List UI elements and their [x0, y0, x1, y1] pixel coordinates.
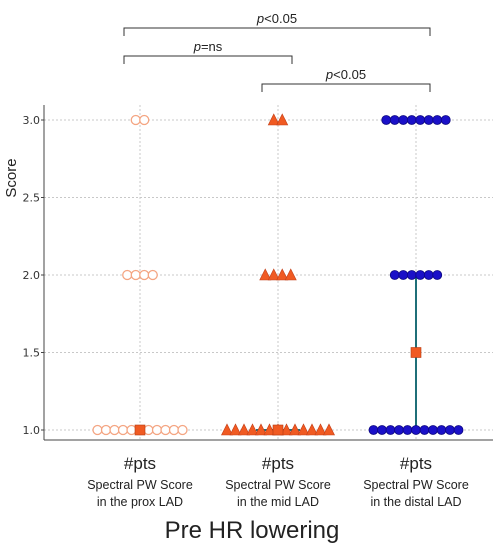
data-point: [428, 425, 438, 435]
data-point: [306, 423, 318, 436]
data-point: [289, 423, 301, 436]
axes: [43, 105, 493, 441]
data-point: [436, 425, 447, 435]
median-marker: [272, 424, 284, 436]
data-point: [109, 424, 120, 436]
data-point: [238, 423, 250, 436]
data-point: [440, 115, 451, 125]
median-marker: [134, 424, 146, 436]
p-value-label: p<0.05: [256, 11, 297, 26]
data-point: [406, 115, 417, 125]
p-value-label: p<0.05: [325, 67, 366, 82]
data-point: [323, 423, 335, 436]
data-point: [263, 423, 276, 436]
data-point: [221, 423, 233, 436]
data-point: [398, 115, 409, 125]
significance-brackets: p<0.05 p=ns p<0.05: [123, 11, 431, 92]
data-point: [432, 270, 443, 280]
category-sublabel: in the distal LAD: [370, 495, 461, 509]
data-point: [126, 424, 137, 436]
data-point: [377, 425, 387, 435]
data-point: [168, 424, 180, 436]
y-tick-label: 2.0: [23, 269, 41, 282]
data-point: [160, 424, 171, 436]
data-point: [267, 268, 280, 281]
category-sublabel: Spectral PW Score: [363, 478, 469, 492]
y-tick-label: 1.5: [23, 347, 41, 360]
data-point: [177, 424, 188, 436]
data-point: [385, 425, 396, 435]
data-point: [445, 425, 455, 435]
data-point: [100, 424, 112, 436]
data-point: [117, 424, 129, 436]
data-point: [255, 423, 267, 436]
y-tick-label: 3.0: [23, 114, 41, 127]
data-point: [139, 269, 150, 281]
data-point: [394, 425, 404, 435]
data-point: [453, 425, 464, 435]
y-tick-labels: 1.0 1.5 2.0 2.5 3.0: [23, 114, 44, 437]
category-sublabel: Spectral PW Score: [87, 478, 193, 492]
data-point: [432, 115, 443, 125]
y-tick-label: 1.0: [23, 424, 41, 437]
data-point: [276, 113, 289, 126]
data-point: [419, 425, 430, 435]
data-point: [423, 115, 434, 125]
data-point: [314, 423, 327, 436]
p-value-label: p=ns: [193, 39, 223, 54]
data-point: [415, 115, 426, 125]
data-point: [423, 270, 434, 280]
data-point: [151, 424, 163, 436]
data-point: [406, 270, 417, 280]
data-point: [143, 424, 154, 436]
y-axis-label: Score: [3, 158, 20, 197]
y-tick-label: 2.5: [23, 192, 41, 205]
data-point: [284, 268, 297, 281]
category-labels: #pts Spectral PW Score in the prox LAD #pts…: [87, 454, 469, 509]
category-sublabel: in the prox LAD: [97, 495, 183, 509]
category-label: #pts: [262, 454, 294, 473]
significance-bracket: [123, 27, 431, 36]
data-point: [415, 270, 426, 280]
significance-bracket: [261, 83, 431, 92]
data-point: [92, 424, 103, 436]
data-point: [402, 425, 413, 435]
data-point: [297, 423, 310, 436]
category-label: #pts: [400, 454, 432, 473]
median-marker: [410, 347, 422, 358]
data-point: [368, 425, 379, 435]
data-point: [389, 115, 400, 125]
data-point: [147, 269, 158, 281]
data-point: [280, 423, 293, 436]
data-point: [389, 270, 400, 280]
data-point: [259, 268, 272, 281]
data-point: [381, 115, 392, 125]
data-point: [276, 268, 289, 281]
data-point: [139, 114, 150, 126]
data-point: [398, 270, 409, 280]
data-point: [246, 423, 259, 436]
category-sublabel: in the mid LAD: [237, 495, 319, 509]
data-point: [130, 269, 141, 281]
data-point: [130, 114, 141, 126]
data-points: [92, 113, 464, 436]
data-point: [411, 425, 421, 435]
data-point: [122, 269, 133, 281]
category-sublabel: Spectral PW Score: [225, 478, 331, 492]
x-axis-title: Pre HR lowering: [165, 517, 340, 544]
data-point: [229, 423, 242, 436]
median-markers: [134, 347, 422, 436]
data-point: [267, 113, 280, 126]
category-label: #pts: [124, 454, 156, 473]
significance-bracket: [123, 55, 293, 64]
